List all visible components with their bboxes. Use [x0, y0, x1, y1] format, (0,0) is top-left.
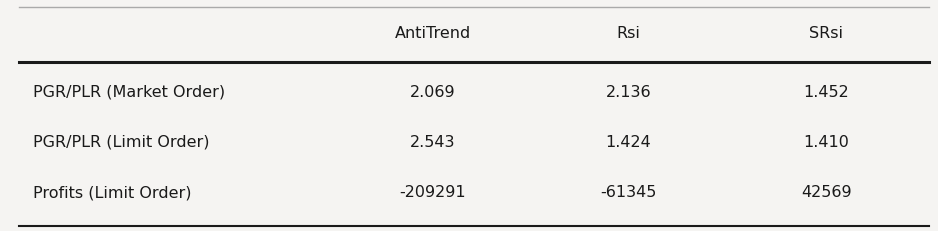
Text: Profits (Limit Order): Profits (Limit Order): [33, 185, 191, 200]
Text: PGR/PLR (Market Order): PGR/PLR (Market Order): [33, 85, 225, 100]
Text: AntiTrend: AntiTrend: [395, 26, 471, 41]
Text: 1.410: 1.410: [803, 135, 849, 149]
Text: 2.136: 2.136: [606, 85, 651, 100]
Text: 42569: 42569: [801, 185, 852, 200]
Text: Rsi: Rsi: [616, 26, 641, 41]
Text: 2.069: 2.069: [410, 85, 456, 100]
Text: -61345: -61345: [600, 185, 657, 200]
Text: -209291: -209291: [400, 185, 466, 200]
Text: 2.543: 2.543: [410, 135, 456, 149]
Text: 1.452: 1.452: [803, 85, 849, 100]
Text: PGR/PLR (Limit Order): PGR/PLR (Limit Order): [33, 135, 209, 149]
Text: 1.424: 1.424: [606, 135, 651, 149]
Text: SRsi: SRsi: [809, 26, 843, 41]
